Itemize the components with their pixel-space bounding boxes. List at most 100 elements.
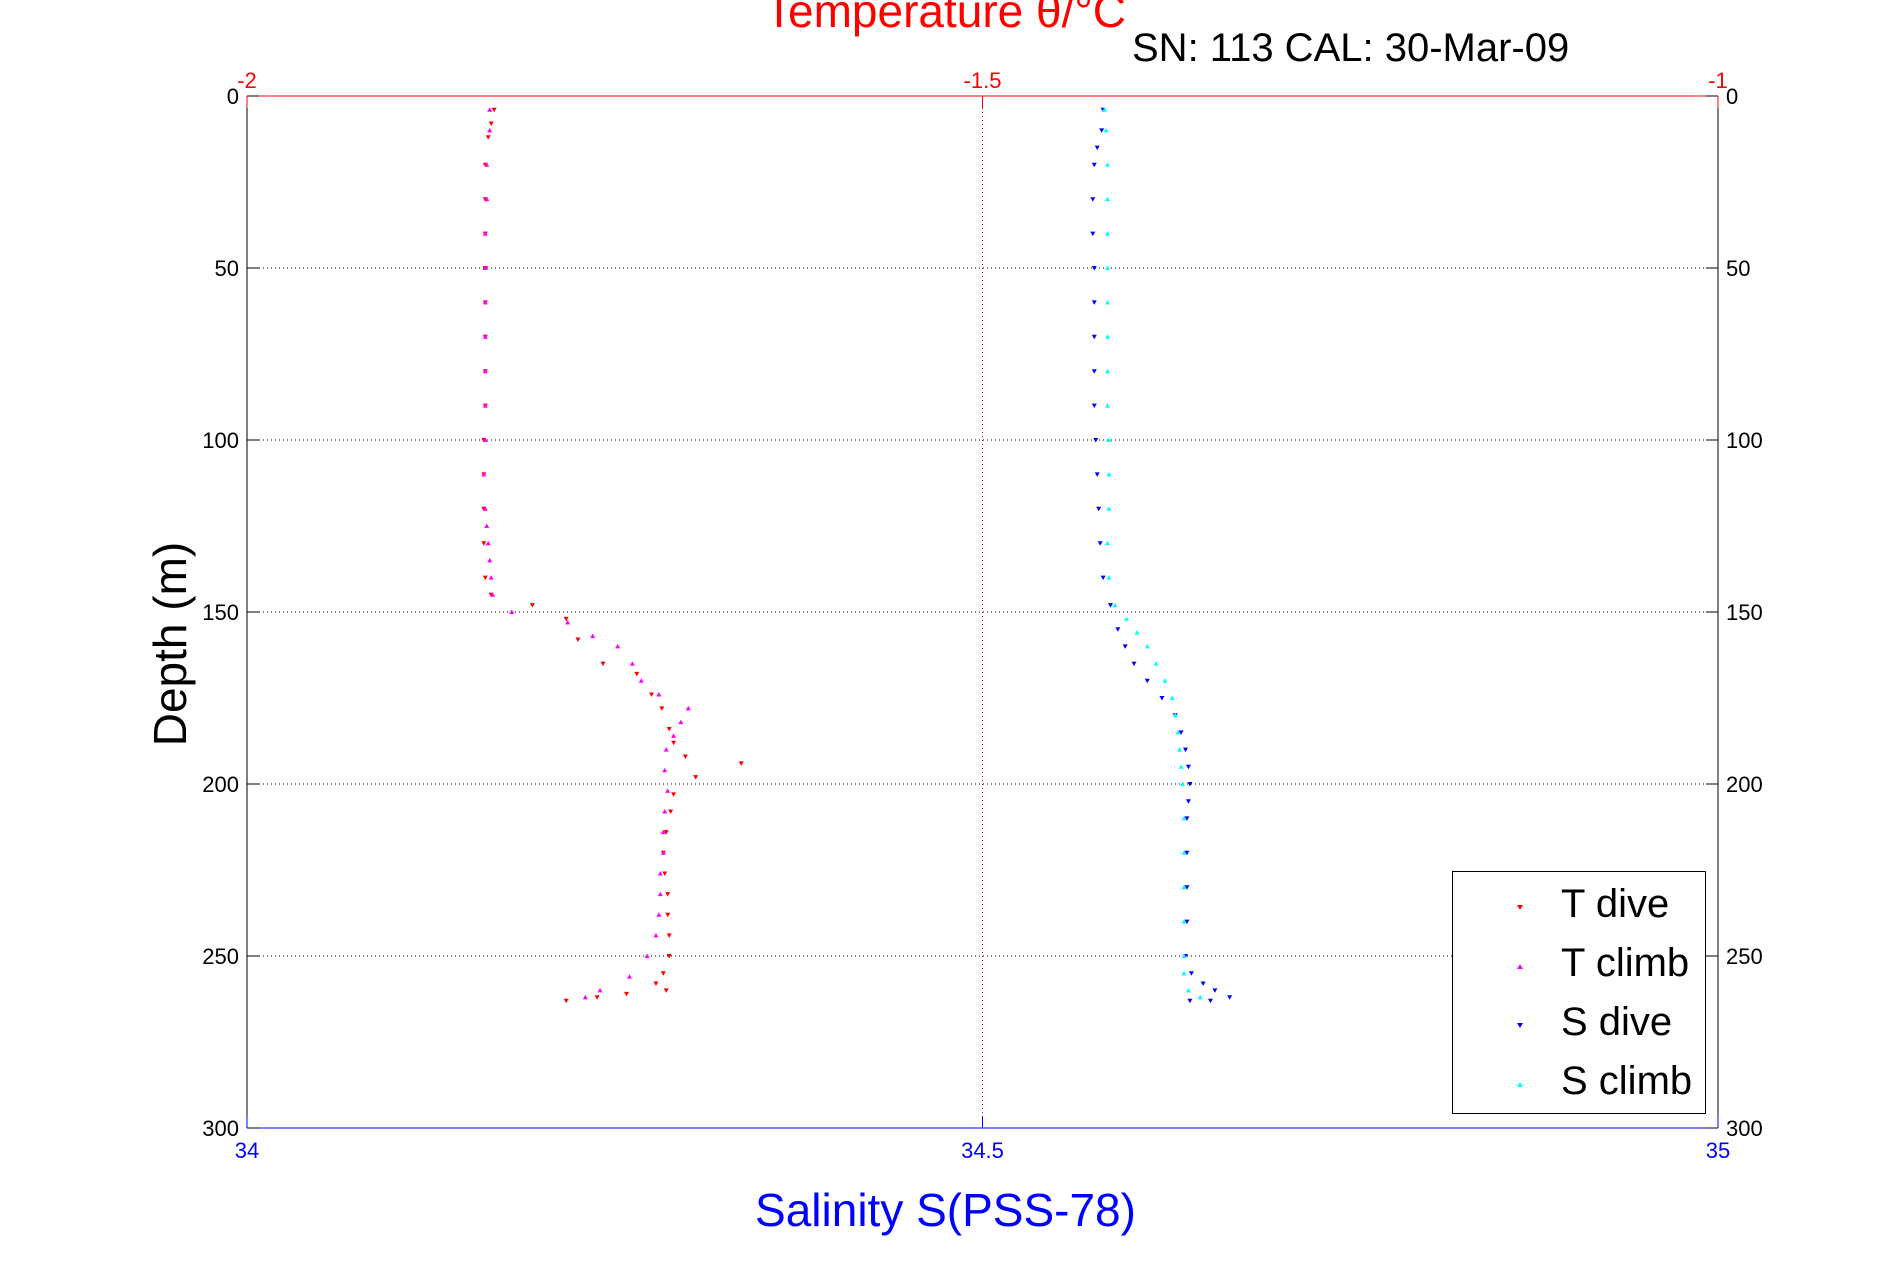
point-s-climb-9: [1105, 403, 1111, 408]
point-s-climb-31: [1181, 953, 1187, 958]
point-s-dive-28: [1184, 816, 1190, 821]
point-s-climb-29: [1181, 884, 1187, 890]
point-t-dive-28: [693, 775, 699, 780]
point-t-dive-24: [666, 726, 672, 732]
point-t-dive-27: [738, 761, 744, 766]
legend-label-t-dive: T dive: [1561, 882, 1670, 926]
point-s-dive-2: [1094, 145, 1100, 151]
point-s-dive-18: [1122, 644, 1128, 649]
point-s-climb-3: [1105, 196, 1111, 202]
points-layer: [481, 107, 1233, 1004]
y-tick-label-left-250: 250: [202, 944, 239, 969]
point-s-climb-32: [1181, 970, 1187, 976]
point-t-dive-19: [575, 637, 581, 643]
point-s-climb-26: [1180, 781, 1186, 786]
legend-item-s-dive: S dive: [1453, 996, 1705, 1054]
point-t-climb-22: [629, 661, 635, 666]
point-t-climb-40: [597, 987, 603, 993]
point-s-climb-24: [1177, 747, 1183, 752]
point-s-dive-5: [1090, 231, 1096, 237]
y-tick-label-left-150: 150: [202, 600, 239, 625]
point-s-dive-11: [1093, 438, 1099, 443]
y-axis-label: Depth (m): [144, 541, 196, 747]
chart-title-temperature: Temperature θ/°C: [765, 0, 1126, 37]
point-s-dive-6: [1091, 266, 1097, 271]
point-t-climb-38: [644, 953, 650, 958]
point-t-dive-43: [563, 998, 569, 1004]
x-bottom-tick-label-0: 34: [235, 1138, 259, 1163]
point-s-climb-18: [1144, 643, 1150, 649]
point-t-dive-34: [665, 892, 671, 897]
point-s-climb-28: [1181, 850, 1187, 855]
point-s-climb-17: [1134, 630, 1140, 635]
point-s-climb-27: [1181, 815, 1187, 821]
point-s-dive-23: [1178, 730, 1184, 735]
point-t-climb-11: [481, 471, 487, 477]
point-t-dive-1: [488, 121, 494, 127]
point-s-dive-1: [1099, 128, 1105, 133]
y-tick-label-right-0: 0: [1726, 84, 1738, 109]
point-s-dive-27: [1185, 799, 1191, 804]
legend-marker-t-climb: [1517, 964, 1523, 969]
point-s-climb-8: [1105, 368, 1111, 374]
point-t-climb-30: [665, 788, 671, 793]
legend-marker-s-climb: [1517, 1082, 1523, 1087]
point-s-climb-16: [1124, 616, 1130, 621]
point-s-climb-7: [1105, 334, 1111, 339]
point-t-dive-15: [482, 575, 488, 581]
point-s-dive-20: [1144, 678, 1150, 684]
point-t-climb-25: [685, 705, 691, 711]
point-t-dive-35: [665, 912, 671, 918]
x-bottom-tick-label-2: 35: [1706, 1138, 1730, 1163]
point-t-dive-17: [529, 603, 535, 608]
point-s-climb-22: [1172, 712, 1178, 718]
y-tick-label-left-200: 200: [202, 772, 239, 797]
point-t-dive-38: [660, 971, 666, 976]
ticks-layer: 0 0 50 50 100 100 150 150 200 200 250 250 300 300 -2 -1…: [202, 68, 1762, 1163]
point-t-dive-18: [563, 616, 569, 622]
point-s-dive-31: [1184, 919, 1190, 925]
point-t-dive-0: [491, 107, 497, 113]
point-s-climb-30: [1181, 919, 1187, 924]
point-t-climb-20: [590, 633, 596, 639]
point-s-dive-36: [1227, 995, 1233, 1000]
x-top-tick-label-2: -1: [1708, 68, 1728, 93]
point-t-dive-30: [668, 809, 674, 815]
point-t-dive-14: [481, 541, 487, 546]
point-s-dive-15: [1100, 575, 1106, 581]
y-tick-label-right-150: 150: [1726, 600, 1763, 625]
point-t-climb-8: [482, 368, 488, 374]
point-t-climb-28: [663, 747, 669, 752]
point-s-climb-13: [1105, 540, 1111, 546]
y-tick-label-left-50: 50: [215, 256, 239, 281]
point-t-dive-39: [653, 981, 659, 987]
point-s-dive-14: [1097, 541, 1103, 546]
point-s-dive-12: [1094, 472, 1100, 477]
point-s-dive-35: [1212, 988, 1218, 993]
point-t-dive-21: [634, 671, 640, 677]
y-tick-label-left-100: 100: [202, 428, 239, 453]
point-t-climb-21: [615, 643, 621, 649]
point-t-climb-7: [482, 334, 488, 339]
y-tick-label-left-0: 0: [227, 84, 239, 109]
point-s-climb-25: [1178, 764, 1184, 769]
point-t-climb-19: [565, 619, 571, 625]
point-t-dive-33: [662, 871, 668, 876]
point-s-climb-2: [1105, 162, 1111, 167]
point-t-dive-23: [659, 706, 665, 711]
point-s-dive-19: [1131, 661, 1137, 667]
point-t-climb-37: [653, 932, 659, 938]
point-t-climb-33: [660, 850, 666, 855]
point-t-climb-17: [490, 592, 496, 597]
point-t-climb-35: [657, 891, 663, 897]
legend-item-s-climb: S climb: [1453, 1055, 1705, 1113]
point-t-climb-36: [656, 912, 662, 917]
point-s-dive-8: [1091, 334, 1097, 340]
serial-calibration-label: SN: 113 CAL: 30-Mar-09: [1132, 26, 1570, 70]
point-s-dive-30: [1184, 885, 1190, 890]
point-s-dive-16: [1107, 603, 1113, 608]
y-tick-label-right-100: 100: [1726, 428, 1763, 453]
point-s-dive-34: [1200, 981, 1206, 987]
y-tick-label-right-200: 200: [1726, 772, 1763, 797]
